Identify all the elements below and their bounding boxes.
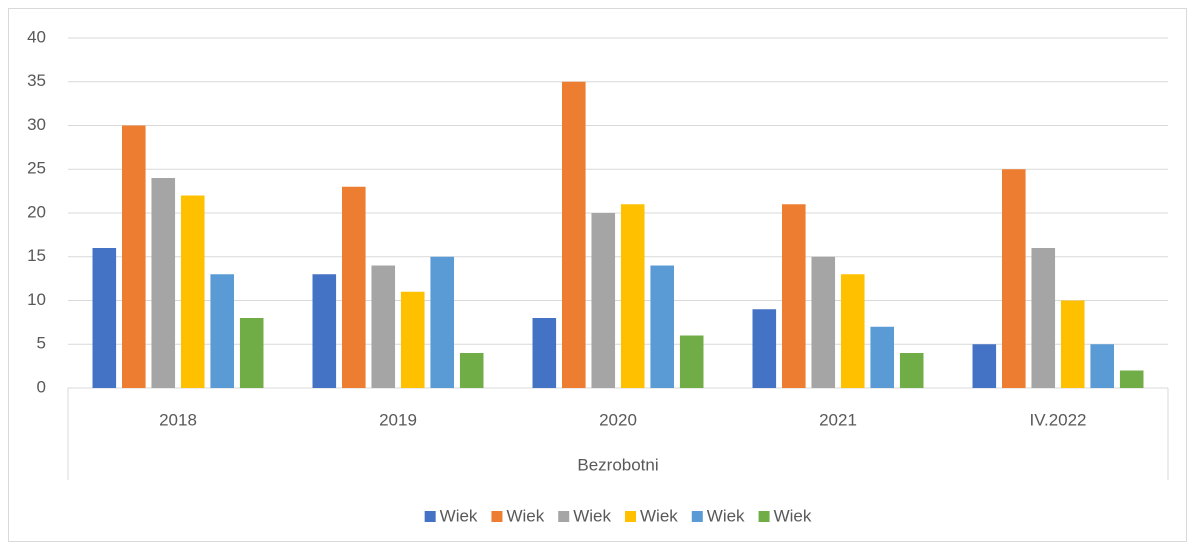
bar [1090, 344, 1115, 388]
bar [180, 195, 205, 388]
x-tick-label: 2021 [819, 410, 857, 429]
bar [341, 186, 366, 388]
y-tick-label: 0 [37, 377, 46, 396]
y-tick-label: 5 [37, 334, 46, 353]
y-tick-label: 10 [27, 290, 46, 309]
y-tick-label: 40 [27, 27, 46, 46]
bar [1119, 370, 1144, 388]
y-tick-label: 25 [27, 159, 46, 178]
x-tick-label: 2020 [599, 410, 637, 429]
bar [1001, 169, 1026, 388]
bar [430, 256, 455, 388]
y-tick-label: 30 [27, 115, 46, 134]
bar [840, 274, 865, 388]
bar [650, 265, 675, 388]
x-tick-label: IV.2022 [1029, 410, 1086, 429]
bar [561, 81, 586, 388]
bar [1031, 248, 1056, 388]
bar [532, 318, 557, 388]
bar [679, 335, 704, 388]
legend-label: Wiek [774, 506, 812, 525]
bar [870, 326, 895, 388]
bar [591, 213, 616, 388]
bar [620, 204, 645, 388]
bar [459, 353, 484, 388]
legend-label: Wiek [707, 506, 745, 525]
bar [312, 274, 337, 388]
legend-swatch [491, 511, 503, 522]
legend-label: Wiek [640, 506, 678, 525]
legend-swatch [424, 511, 436, 522]
legend-label: Wiek [573, 506, 611, 525]
bar [811, 256, 836, 388]
bar [1060, 300, 1085, 388]
legend-swatch [691, 511, 703, 522]
y-tick-label: 20 [27, 202, 46, 221]
legend-label: Wiek [440, 506, 478, 525]
bar [752, 309, 777, 388]
bar [371, 265, 396, 388]
x-tick-label: 2019 [379, 410, 417, 429]
bar [400, 291, 425, 388]
bar [899, 353, 924, 388]
bar [239, 318, 264, 388]
bar [151, 178, 176, 388]
legend-swatch [558, 511, 570, 522]
bar [121, 125, 146, 388]
bar [972, 344, 997, 388]
x-tick-label: 2018 [159, 410, 197, 429]
legend-swatch [758, 511, 770, 522]
bar [92, 248, 117, 388]
bar [781, 204, 806, 388]
legend-swatch [625, 511, 636, 522]
bar [210, 274, 235, 388]
legend-label: Wiek [506, 506, 544, 525]
y-tick-label: 15 [27, 246, 46, 265]
y-tick-label: 35 [27, 71, 46, 90]
category-group-label: Bezrobotni [577, 455, 658, 474]
